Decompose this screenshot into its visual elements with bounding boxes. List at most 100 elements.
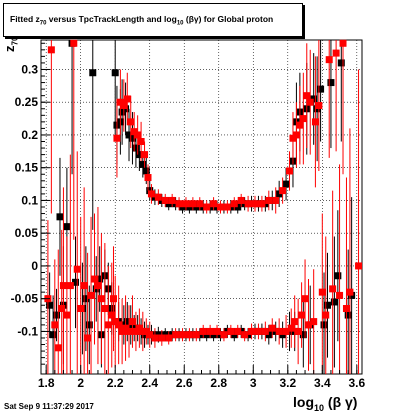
red-series-point [144,174,152,182]
red-series-point [175,200,183,208]
red-series-point [165,334,173,342]
red-series-point [80,282,88,290]
black-series-point [282,180,290,188]
black-series-point [111,69,119,77]
red-series-point [47,46,55,54]
red-series-point [355,262,363,270]
red-series-point [101,305,109,313]
red-series-point [154,193,162,201]
x-tick-label: 2.2 [107,376,124,390]
red-series-point [108,311,116,319]
y-tick-label: -0.05 [11,292,39,306]
black-series-point [89,69,97,77]
red-series-point [115,321,123,329]
red-series-point [120,101,128,109]
red-series-point [125,327,133,335]
red-series-point [310,318,318,326]
red-series-point [196,200,204,208]
black-series-point [49,331,57,339]
y-tick-label: 0.25 [15,95,39,109]
red-series-point [58,305,66,313]
red-series-point [141,151,149,159]
red-series-point [342,305,350,313]
red-series-point [97,295,105,303]
red-series-point [146,331,154,339]
red-series-point [223,203,231,211]
red-series-point [54,344,62,352]
red-series-point [275,327,283,335]
black-series-point [323,301,331,309]
x-tick-label: 3.2 [279,376,296,390]
x-tick-label: 1.8 [38,376,55,390]
y-tick-label: 0.2 [21,128,38,142]
black-series-point [330,298,338,306]
red-series-point [109,295,117,303]
red-series-point [279,187,287,195]
red-series-point [287,324,295,332]
red-series-point [268,324,276,332]
red-series-point [237,196,245,204]
red-series-point [84,334,92,342]
red-series-point [254,327,262,335]
y-tick-label: 0.15 [15,161,39,175]
black-series-point [56,213,64,221]
y-axis-label: z70 [2,36,20,52]
red-series-point [59,282,67,290]
red-series-point [261,327,269,335]
x-tick-label: 2.4 [141,376,158,390]
x-tick-label: 3.6 [348,376,365,390]
red-series-point [329,285,337,293]
red-series-point [127,118,135,126]
red-series-point [182,200,190,208]
red-series-point [113,134,121,142]
x-tick-label: 2.8 [210,376,227,390]
red-series-point [220,331,228,339]
red-series-point [147,190,155,198]
red-series-point [332,49,340,57]
red-series-point [244,200,252,208]
red-series-point [87,291,95,299]
title-box: Fitted z70 versus TpcTrackLength and log… [3,3,303,37]
red-series-point [70,39,78,47]
red-series-point [77,305,85,313]
black-series-point [46,301,54,309]
y-tick-label: 0.05 [15,226,39,240]
red-series-point [210,200,218,208]
red-series-point [291,318,299,326]
red-series-point [303,92,311,100]
red-series-point [298,311,306,319]
black-series-point [337,59,345,67]
red-series-point [185,331,193,339]
red-series-point [339,39,347,47]
black-series-point [128,134,136,142]
red-series-point [258,200,266,208]
red-series-point [51,321,59,329]
y-tick-label: 0.3 [21,62,38,76]
red-series-point [234,327,242,335]
chart-title: Fitted z70 versus TpcTrackLength and log… [10,14,274,27]
red-series-point [172,331,180,339]
red-series-point [206,327,214,335]
x-tick-label: 3 [250,376,257,390]
red-series-point [134,131,142,139]
black-series-point [299,331,307,339]
black-series-point [53,311,61,319]
red-series-point [292,131,300,139]
red-series-point [213,327,221,335]
red-series-point [305,321,312,329]
red-series-point [137,138,145,146]
y-tick-label: 0.1 [21,193,38,207]
red-series-point [73,265,81,273]
red-series-point [296,121,304,129]
red-series-point [104,321,112,329]
red-series-point [346,288,354,296]
x-tick-label: 2.6 [176,376,193,390]
y-tick-label: -0.1 [17,324,38,338]
red-series-point [282,327,290,335]
x-tick-label: 2 [77,376,84,390]
black-series-point [135,151,143,159]
black-series-point [72,278,80,286]
red-series-point [315,101,323,109]
red-series-point [241,331,249,339]
black-series-point [96,275,104,283]
